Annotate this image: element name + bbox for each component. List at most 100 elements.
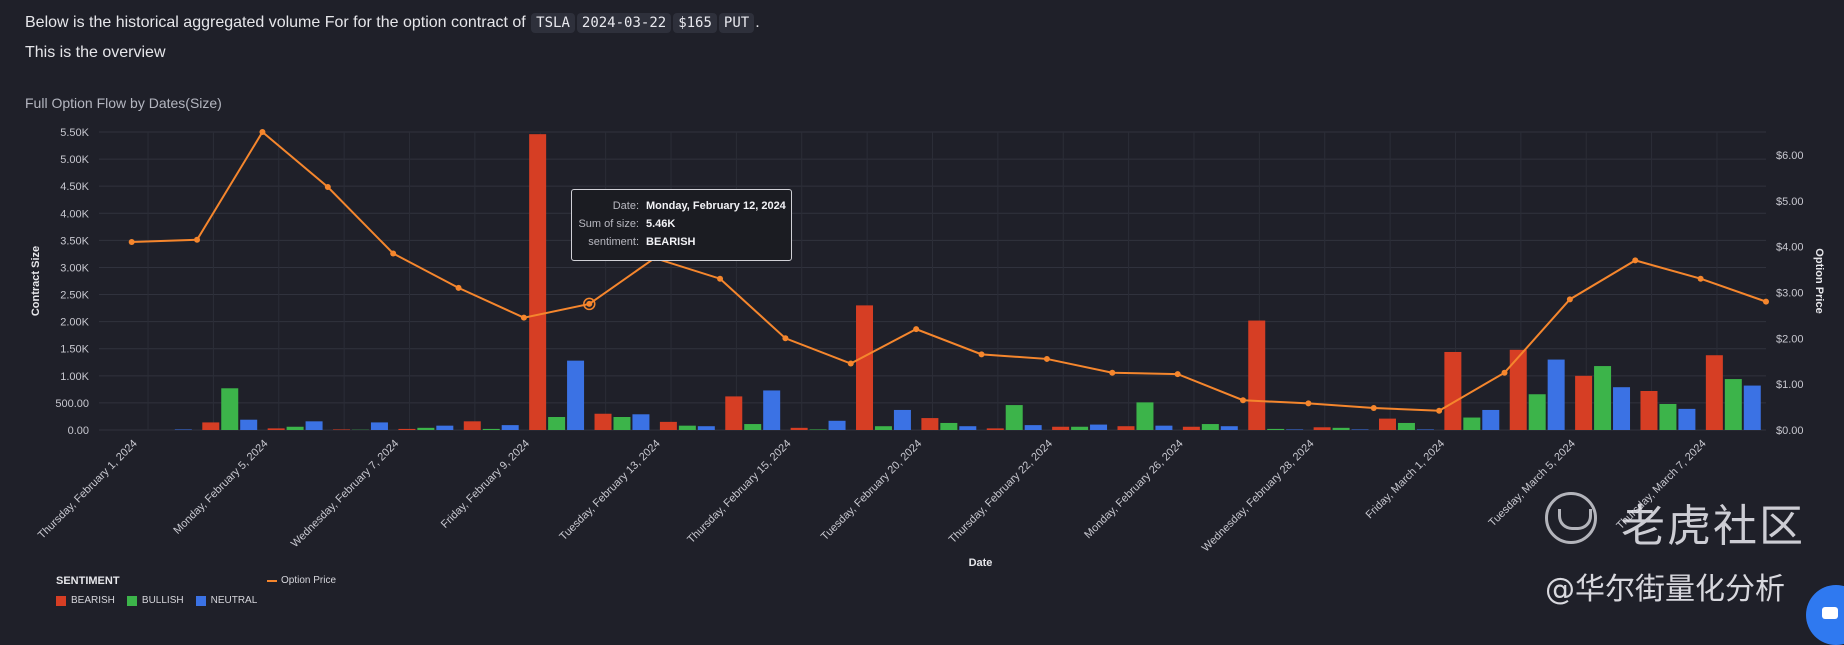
option-price-point [782, 335, 788, 341]
tooltip-size-row: Sum of size: 5.46K [572, 218, 791, 234]
bar-bearish [1118, 426, 1135, 430]
bar-bullish [1267, 429, 1284, 430]
legend-item-option-price[interactable]: Option Price [267, 575, 336, 586]
option-price-point [1240, 397, 1246, 403]
bar-bullish [679, 426, 696, 430]
y2-tick-label: $0.00 [1776, 425, 1804, 437]
option-price-point [1175, 371, 1181, 377]
bar-bullish [548, 417, 565, 430]
option-price-point [129, 239, 135, 245]
option-price-point [586, 301, 592, 307]
bar-neutral [829, 421, 846, 430]
option-price-point [259, 129, 265, 135]
option-price-point [390, 250, 396, 256]
bar-bearish [398, 429, 415, 430]
bar-bearish [529, 134, 546, 430]
legend-item-bullish[interactable]: BULLISH [127, 595, 184, 606]
bar-bearish [1444, 352, 1461, 430]
option-price-point [1371, 405, 1377, 411]
legend-label-bearish: BEARISH [71, 595, 115, 606]
bar-bullish [1071, 427, 1088, 430]
bar-bearish [1314, 427, 1331, 430]
option-price-point [1436, 408, 1442, 414]
bar-bullish [1594, 366, 1611, 430]
legend-item-bearish[interactable]: BEARISH [56, 595, 115, 606]
bar-bullish [875, 426, 892, 430]
legend-item-neutral[interactable]: NEUTRAL [196, 595, 258, 606]
bar-neutral [240, 420, 257, 430]
bar-neutral [1744, 386, 1761, 430]
option-price-swatch [267, 580, 277, 582]
option-price-point [1567, 296, 1573, 302]
bar-bullish [1136, 402, 1153, 430]
bar-bullish [744, 424, 761, 430]
bar-neutral [1155, 426, 1172, 430]
option-price-point [717, 276, 723, 282]
option-price-point [194, 237, 200, 243]
tooltip-date-value: Monday, February 12, 2024 [646, 200, 786, 212]
y-tick-label: 3.50K [60, 235, 89, 247]
tooltip-sentiment-label: sentiment: [588, 236, 639, 248]
bar-neutral [894, 410, 911, 430]
bar-neutral [698, 426, 715, 430]
bar-bearish [987, 428, 1004, 430]
x-tick-label: Friday, February 9, 2024 [439, 438, 532, 531]
x-tick-label: Tuesday, February 13, 2024 [557, 438, 662, 543]
bar-bullish [940, 423, 957, 430]
x-tick-label: Friday, March 1, 2024 [1364, 438, 1448, 522]
x-tick-label: Thursday, March 7, 2024 [1614, 438, 1708, 532]
bar-neutral [371, 422, 388, 430]
option-price-point [1044, 356, 1050, 362]
bar-neutral [1417, 429, 1434, 430]
bar-bullish [1725, 379, 1742, 430]
x-tick-label: Tuesday, March 5, 2024 [1486, 438, 1578, 530]
bar-bearish [1052, 427, 1069, 430]
chart-tooltip: Date: Monday, February 12, 2024 Sum of s… [571, 189, 792, 261]
bar-bullish [613, 417, 630, 430]
y-tick-label: 4.00K [60, 208, 89, 220]
bar-bullish [1006, 405, 1023, 430]
tooltip-date-row: Date: Monday, February 12, 2024 [572, 200, 791, 216]
sentiment-legend: BEARISH BULLISH NEUTRAL [56, 595, 257, 606]
y2-axis-title: Option Price [1813, 248, 1825, 313]
bar-neutral [1678, 409, 1695, 430]
option-price-point [1502, 370, 1508, 376]
x-tick-label: Monday, February 26, 2024 [1082, 438, 1185, 541]
bar-bearish [595, 414, 612, 430]
bar-neutral [306, 421, 323, 430]
y-tick-label: 3.00K [60, 262, 89, 274]
bar-bearish [856, 305, 873, 430]
bar-neutral [175, 429, 192, 430]
legend-label-neutral: NEUTRAL [211, 595, 258, 606]
y-tick-label: 2.50K [60, 290, 89, 302]
bar-bullish [1398, 423, 1415, 430]
bar-bearish [1183, 427, 1200, 430]
y2-tick-label: $4.00 [1776, 242, 1804, 254]
x-axis-title: Date [969, 557, 993, 569]
y-tick-label: 1.50K [60, 344, 89, 356]
y-tick-label: 0.00 [68, 425, 89, 437]
bar-neutral [502, 425, 519, 430]
legend-label-option-price: Option Price [281, 575, 336, 586]
bar-neutral [632, 414, 649, 430]
tooltip-size-value: 5.46K [646, 218, 675, 230]
option-price-point [979, 351, 985, 357]
x-tick-label: Thursday, February 22, 2024 [947, 438, 1055, 546]
y-tick-label: 2.00K [60, 317, 89, 329]
x-tick-label: Thursday, February 15, 2024 [685, 438, 793, 546]
bar-bullish [483, 429, 500, 430]
bar-neutral [1221, 426, 1238, 430]
bar-bullish [1463, 418, 1480, 430]
tooltip-sentiment-value: BEARISH [646, 236, 696, 248]
y-tick-label: 500.00 [55, 398, 89, 410]
bar-neutral [1482, 410, 1499, 430]
option-price-point [325, 184, 331, 190]
bar-bullish [221, 388, 238, 430]
x-tick-label: Tuesday, February 20, 2024 [819, 438, 924, 543]
option-flow-chart: 0.00500.001.00K1.50K2.00K2.50K3.00K3.50K… [0, 0, 1844, 627]
option-price-point [1109, 370, 1115, 376]
x-tick-label: Thursday, February 1, 2024 [36, 438, 140, 542]
bar-bearish [1379, 419, 1396, 430]
bar-bearish [1248, 321, 1265, 430]
y-tick-label: 5.50K [60, 127, 89, 139]
